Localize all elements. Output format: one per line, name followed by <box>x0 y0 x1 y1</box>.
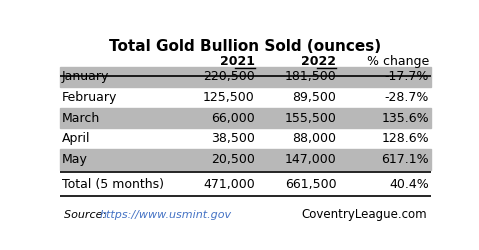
Text: 88,000: 88,000 <box>293 132 336 145</box>
Text: 135.6%: 135.6% <box>382 112 429 124</box>
Text: 20,500: 20,500 <box>211 153 255 166</box>
Text: 2022: 2022 <box>301 55 336 68</box>
Text: February: February <box>62 91 117 104</box>
Text: -17.7%: -17.7% <box>385 70 429 83</box>
Text: March: March <box>62 112 100 124</box>
Text: 220,500: 220,500 <box>203 70 255 83</box>
Text: April: April <box>62 132 90 145</box>
Text: May: May <box>62 153 88 166</box>
Text: 89,500: 89,500 <box>293 91 336 104</box>
Text: 661,500: 661,500 <box>285 178 336 191</box>
Text: Total (5 months): Total (5 months) <box>62 178 164 191</box>
Text: 147,000: 147,000 <box>285 153 336 166</box>
Text: January: January <box>62 70 109 83</box>
Text: 155,500: 155,500 <box>285 112 336 124</box>
Text: 125,500: 125,500 <box>203 91 255 104</box>
Text: % change: % change <box>367 55 429 68</box>
Text: 66,000: 66,000 <box>211 112 255 124</box>
Bar <box>60 108 431 128</box>
Text: 2021: 2021 <box>220 55 255 68</box>
Text: 181,500: 181,500 <box>285 70 336 83</box>
Text: -28.7%: -28.7% <box>385 91 429 104</box>
Text: 471,000: 471,000 <box>203 178 255 191</box>
Text: 617.1%: 617.1% <box>382 153 429 166</box>
Text: CoventryLeague.com: CoventryLeague.com <box>302 208 427 221</box>
Text: Total Gold Bullion Sold (ounces): Total Gold Bullion Sold (ounces) <box>109 39 382 54</box>
Text: 128.6%: 128.6% <box>382 132 429 145</box>
Text: 40.4%: 40.4% <box>389 178 429 191</box>
Text: https://www.usmint.gov: https://www.usmint.gov <box>99 210 231 220</box>
Bar <box>60 149 431 170</box>
Bar <box>60 66 431 87</box>
Text: 38,500: 38,500 <box>211 132 255 145</box>
Text: Source:: Source: <box>64 210 109 220</box>
